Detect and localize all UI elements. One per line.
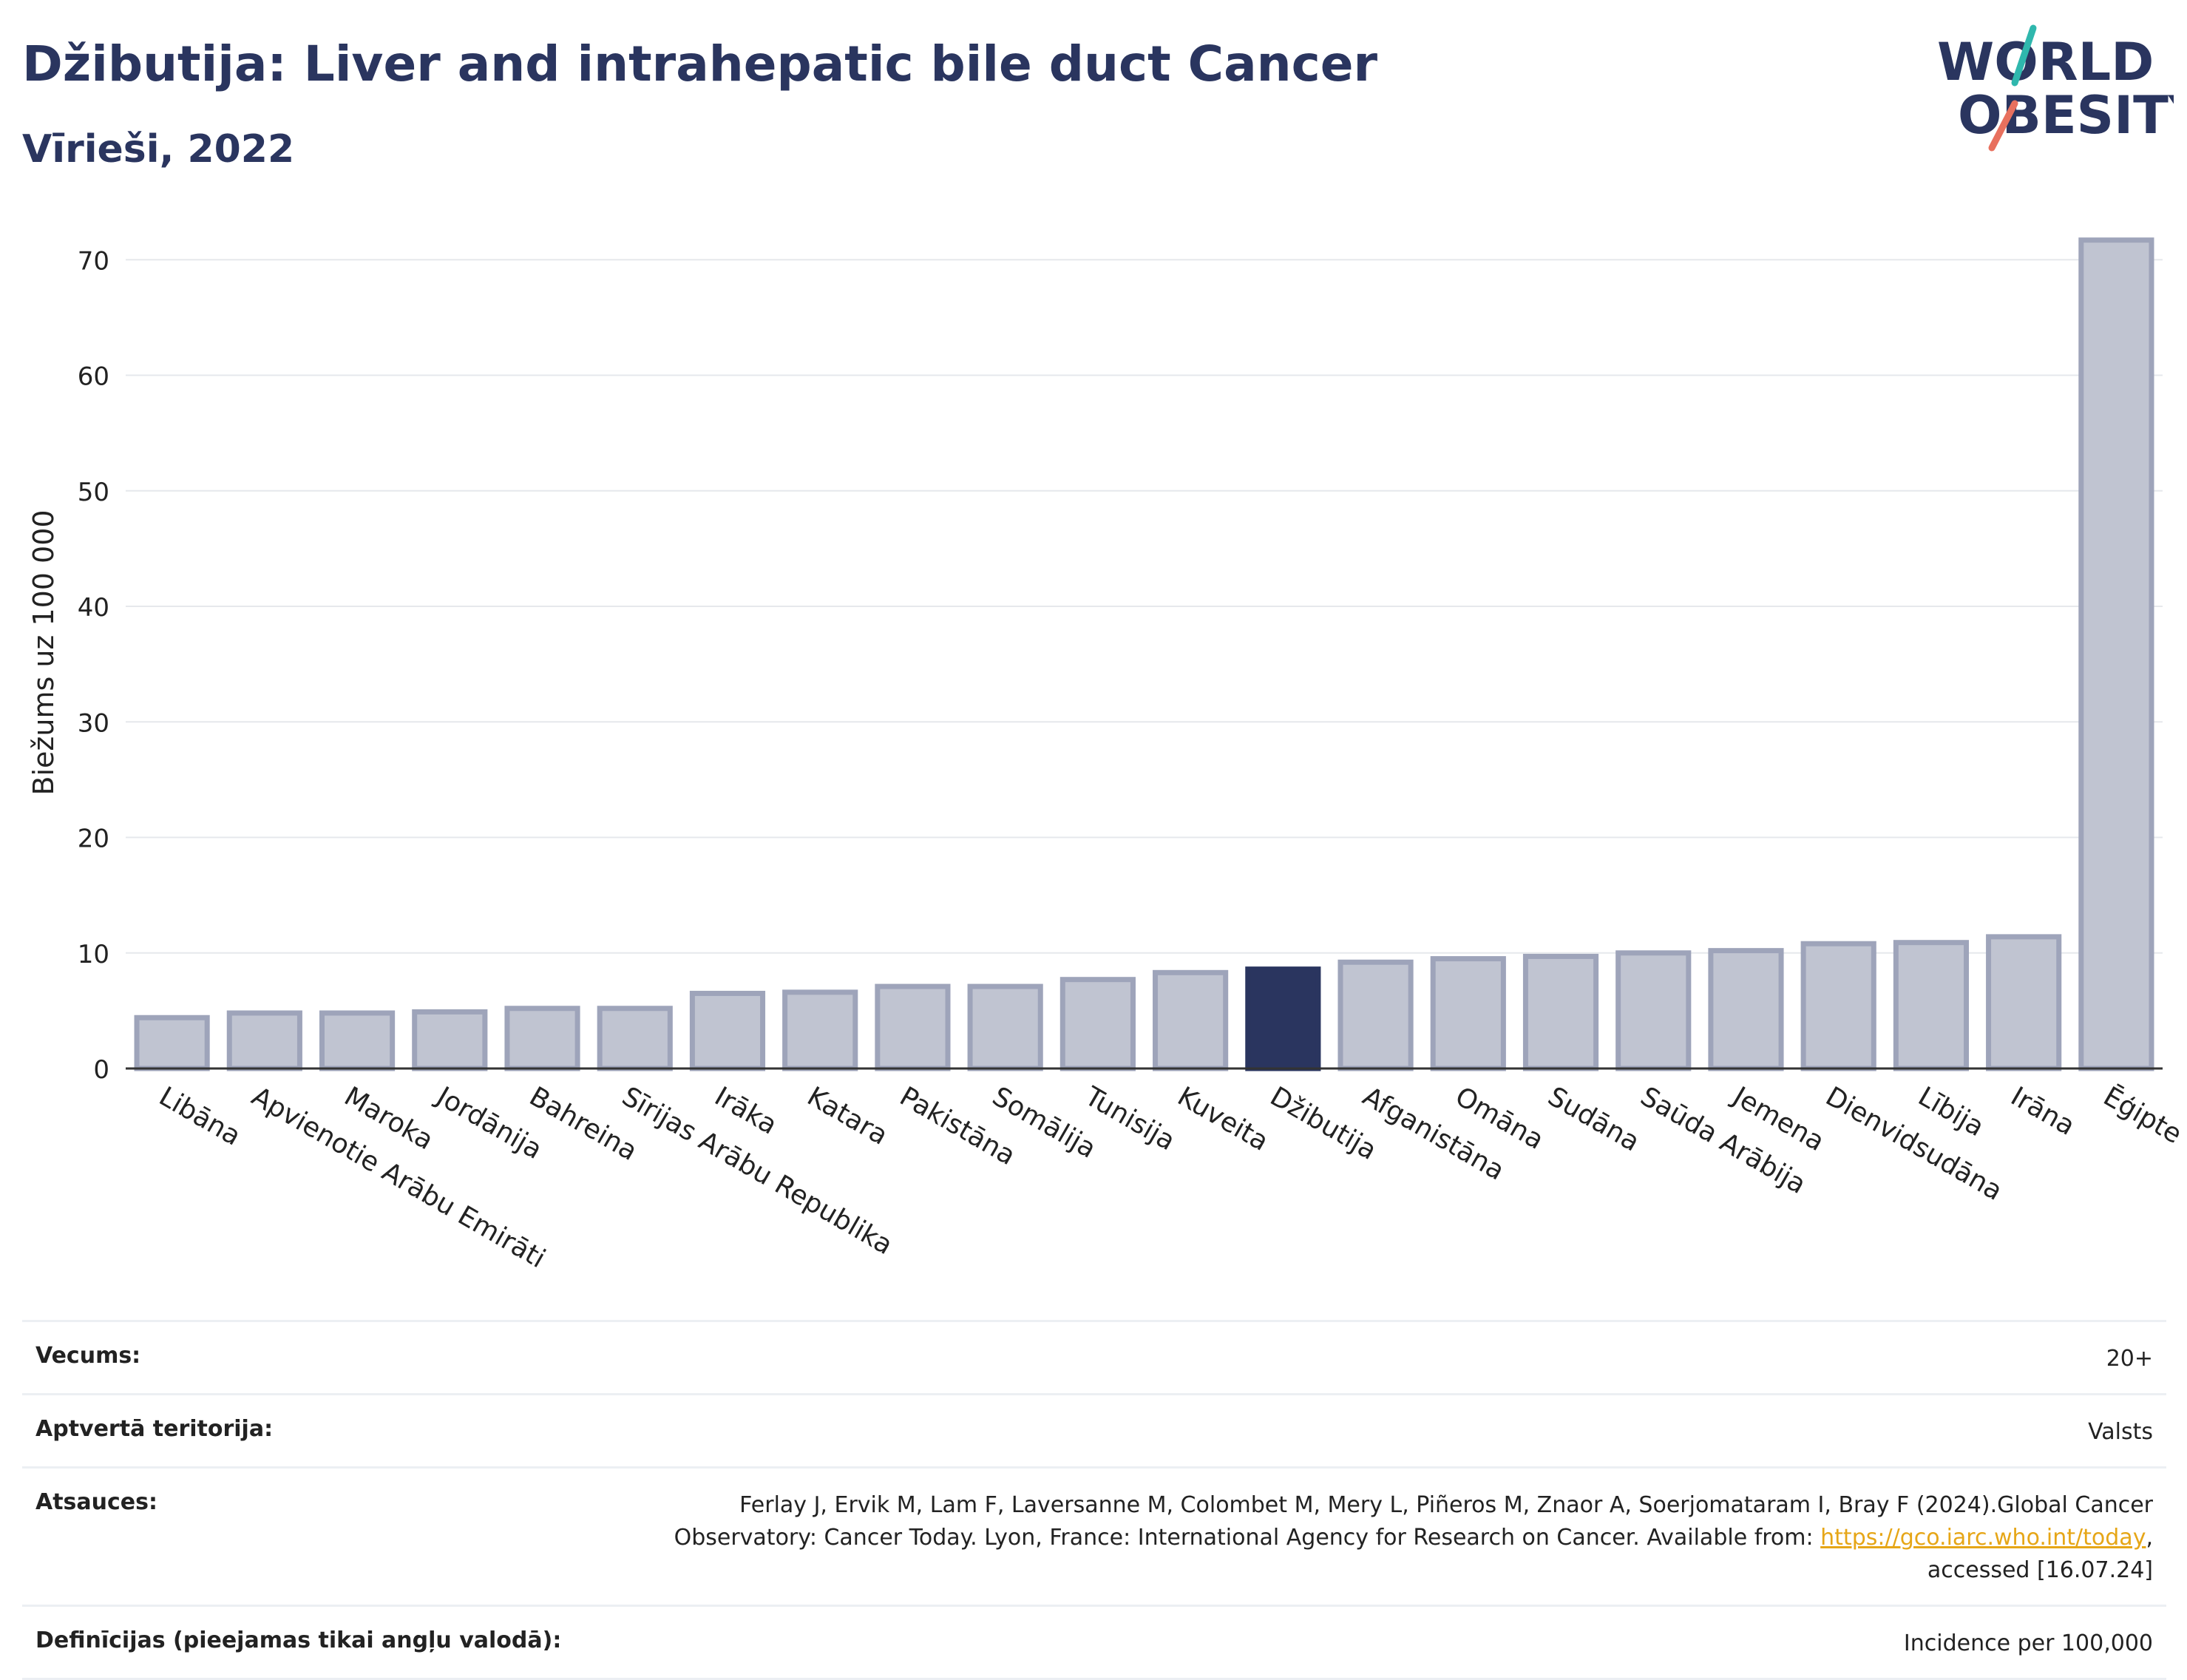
x-tick-label: Jordānija: [430, 1080, 547, 1165]
age-label: Vecums:: [35, 1343, 141, 1369]
x-tick-label: Dienvidsudāna: [1820, 1081, 2007, 1207]
bar-16: [1615, 950, 1692, 1071]
y-tick-label: 10: [78, 940, 109, 969]
info-row-coverage: Aptvertā teritorija: Valsts: [22, 1393, 2166, 1466]
x-tick-label: Kuveita: [1173, 1081, 1274, 1157]
x-tick-label: Irāna: [2006, 1081, 2080, 1142]
references-line2: Observatory: Cancer Today. Lyon, France:…: [674, 1525, 1821, 1551]
bar-14: [1430, 956, 1506, 1071]
info-row-references: Atsauces: Ferlay J, Ervik M, Lam F, Lave…: [22, 1466, 2166, 1605]
x-tick-label: Ēģipte: [2098, 1081, 2187, 1150]
bar-12: [1245, 966, 1321, 1071]
y-tick-label: 70: [78, 246, 109, 276]
bar-7: [782, 989, 858, 1071]
bar-17: [1708, 948, 1784, 1071]
y-tick-label: 50: [78, 478, 109, 507]
y-axis-label: Biežums uz 100 000: [27, 509, 60, 795]
y-tick-label: 30: [78, 708, 109, 738]
references-label: Atsauces:: [35, 1489, 157, 1515]
definitions-label: Definīcijas (pieejamas tikai angļu valod…: [35, 1628, 562, 1653]
x-tick-label: Katara: [802, 1081, 893, 1151]
bar-chart: 0 10 20 30 40 50 60 70 Libāna Apvienotie Arābu E…: [27, 237, 2187, 1274]
bar-11: [1153, 969, 1229, 1071]
bar-5: [597, 1006, 673, 1071]
info-row-definitions: Definīcijas (pieejamas tikai angļu valod…: [22, 1605, 2166, 1680]
references-value: Ferlay J, Ervik M, Lam F, Laversanne M, …: [674, 1489, 2153, 1587]
chart-bars: [134, 237, 2154, 1071]
bar-10: [1059, 977, 1136, 1071]
world-obesity-logo: WORLD OBESITY: [1937, 24, 2174, 152]
references-line1: Ferlay J, Ervik M, Lam F, Laversanne M, …: [739, 1492, 2153, 1518]
logo-line2: OBESITY: [1958, 85, 2174, 146]
y-tick-label: 40: [78, 593, 109, 623]
y-tick-label: 0: [93, 1055, 109, 1085]
references-line2-end: ,: [2146, 1525, 2153, 1551]
bar-4: [504, 1006, 580, 1071]
info-table: Vecums: 20+ Aptvertā teritorija: Valsts …: [22, 1320, 2166, 1680]
bar-8: [875, 983, 951, 1071]
info-row-age: Vecums: 20+: [22, 1320, 2166, 1393]
coverage-label: Aptvertā teritorija:: [35, 1416, 274, 1442]
bar-6: [689, 990, 766, 1071]
bar-15: [1522, 953, 1599, 1071]
y-tick-label: 60: [78, 362, 109, 392]
bar-20: [1986, 934, 2062, 1071]
bar-9: [967, 983, 1043, 1071]
references-line3: accessed [16.07.24]: [1927, 1557, 2153, 1583]
definitions-value: Incidence per 100,000: [1903, 1630, 2153, 1656]
bar-21: [2078, 237, 2154, 1071]
coverage-value: Valsts: [2088, 1419, 2153, 1445]
bar-1: [226, 1010, 302, 1071]
bar-19: [1893, 940, 1970, 1071]
y-tick-label: 20: [78, 824, 109, 854]
logo-slash-red-icon: [1988, 100, 2018, 152]
bar-2: [319, 1010, 396, 1071]
bar-0: [134, 1015, 210, 1071]
page-subtitle: Vīrieši, 2022: [22, 127, 295, 172]
x-tick-label: Sudāna: [1543, 1081, 1645, 1157]
references-link[interactable]: https://gco.iarc.who.int/today: [1820, 1525, 2146, 1551]
x-tick-label: Saūda Arābija: [1635, 1081, 1811, 1200]
age-value: 20+: [2106, 1346, 2153, 1372]
x-tick-label: Libāna: [154, 1081, 245, 1151]
page-title: Džibutija: Liver and intrahepatic bile d…: [22, 35, 1378, 92]
bar-13: [1337, 959, 1414, 1071]
bar-3: [412, 1009, 488, 1071]
y-axis-ticks: 0 10 20 30 40 50 60 70: [78, 246, 109, 1085]
logo-line1: WORLD: [1937, 32, 2154, 92]
logo-slash-teal-icon: [2011, 24, 2037, 87]
x-tick-label: Džibutija: [1265, 1081, 1382, 1166]
x-axis-ticks: Libāna Apvienotie Arābu EmirātiMarokaJord…: [154, 1080, 2187, 1274]
bar-18: [1800, 941, 1876, 1071]
